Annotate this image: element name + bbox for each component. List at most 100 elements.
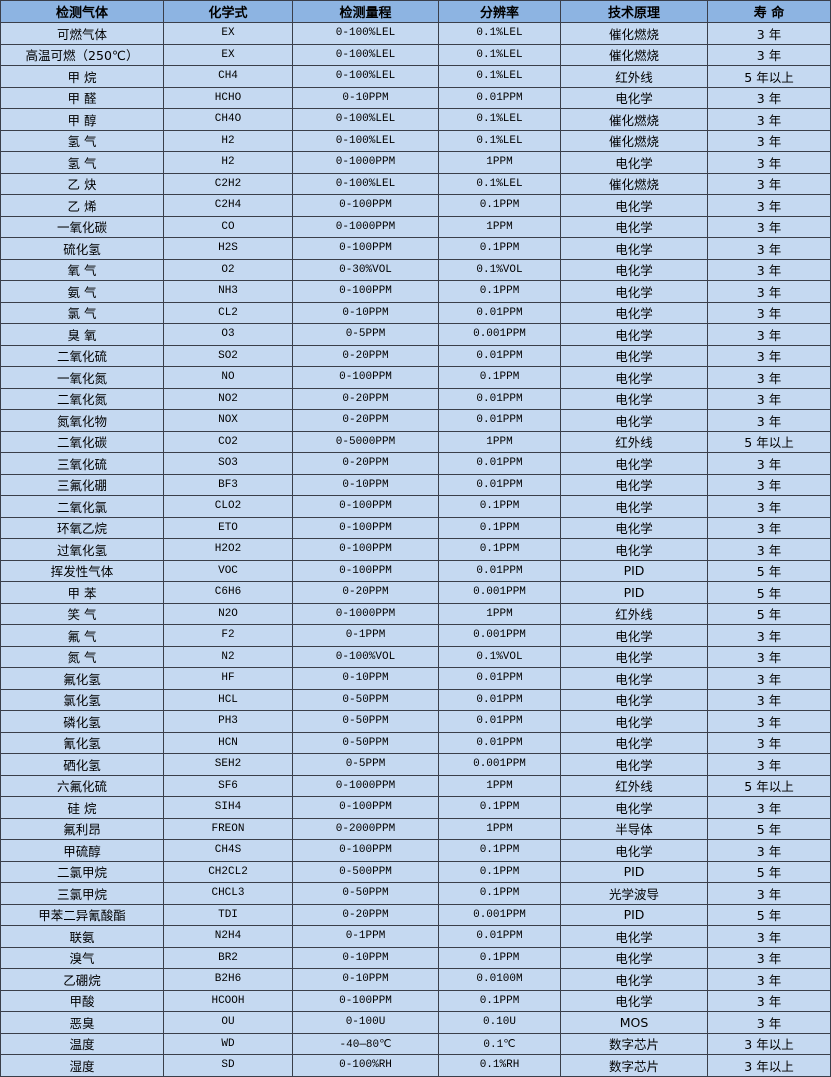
cell-gas-name: 甲硫醇: [0, 839, 164, 862]
table-row: 硅 烷 SIH4 0-100PPM 0.1PPM 电化学 3 年: [0, 796, 831, 819]
cell-gas-name: 乙 烯: [0, 194, 164, 217]
table-row: 氢 气 H2 0-100%LEL 0.1%LEL 催化燃烧 3 年: [0, 129, 831, 152]
cell-technical-principle: 电化学: [560, 194, 708, 217]
cell-chemical-formula: SO2: [163, 344, 293, 367]
table-row: 甲 醇 CH4O 0-100%LEL 0.1%LEL 催化燃烧 3 年: [0, 108, 831, 131]
cell-chemical-formula: N2O: [163, 602, 293, 625]
cell-gas-name: 温度: [0, 1032, 164, 1055]
cell-technical-principle: 电化学: [560, 323, 708, 346]
cell-technical-principle: 数字芯片: [560, 1032, 708, 1055]
cell-resolution: 0.001PPM: [438, 753, 561, 776]
cell-gas-name: 六氟化硫: [0, 774, 164, 797]
cell-resolution: 0.1%LEL: [438, 65, 561, 88]
cell-gas-name: 湿度: [0, 1054, 164, 1077]
cell-detection-range: 0-5PPM: [292, 323, 439, 346]
cell-chemical-formula: SO3: [163, 452, 293, 475]
cell-detection-range: 0-20PPM: [292, 387, 439, 410]
cell-chemical-formula: HCOOH: [163, 989, 293, 1012]
table-row: 臭 氧 O3 0-5PPM 0.001PPM 电化学 3 年: [0, 323, 831, 346]
cell-chemical-formula: NH3: [163, 280, 293, 303]
cell-detection-range: 0-5PPM: [292, 753, 439, 776]
cell-technical-principle: 光学波导: [560, 882, 708, 905]
cell-lifespan: 3 年: [707, 839, 831, 862]
cell-technical-principle: 电化学: [560, 710, 708, 733]
cell-chemical-formula: C6H6: [163, 581, 293, 604]
cell-technical-principle: PID: [560, 559, 708, 582]
table-row: 高温可燃（250℃） EX 0-100%LEL 0.1%LEL 催化燃烧 3 年: [0, 43, 831, 66]
cell-lifespan: 3 年: [707, 22, 831, 45]
cell-lifespan: 3 年: [707, 495, 831, 518]
cell-detection-range: 0-2000PPM: [292, 817, 439, 840]
cell-chemical-formula: H2S: [163, 237, 293, 260]
cell-resolution: 0.01PPM: [438, 667, 561, 690]
cell-detection-range: 0-10PPM: [292, 968, 439, 991]
cell-resolution: 0.1PPM: [438, 538, 561, 561]
cell-detection-range: 0-100PPM: [292, 366, 439, 389]
table-row: 氟利昂 FREON 0-2000PPM 1PPM 半导体 5 年: [0, 817, 831, 840]
table-row: 三氯甲烷 CHCL3 0-50PPM 0.1PPM 光学波导 3 年: [0, 882, 831, 905]
cell-technical-principle: 电化学: [560, 409, 708, 432]
cell-resolution: 0.01PPM: [438, 731, 561, 754]
cell-technical-principle: MOS: [560, 1011, 708, 1034]
table-row: 硒化氢 SEH2 0-5PPM 0.001PPM 电化学 3 年: [0, 753, 831, 776]
cell-chemical-formula: EX: [163, 22, 293, 45]
cell-detection-range: 0-50PPM: [292, 688, 439, 711]
header-detection-range: 检测量程: [292, 0, 439, 23]
cell-gas-name: 氟 气: [0, 624, 164, 647]
cell-resolution: 0.1PPM: [438, 860, 561, 883]
cell-gas-name: 甲苯二异氰酸酯: [0, 903, 164, 926]
cell-chemical-formula: VOC: [163, 559, 293, 582]
cell-detection-range: 0-10PPM: [292, 86, 439, 109]
cell-gas-name: 硒化氢: [0, 753, 164, 776]
cell-chemical-formula: ETO: [163, 516, 293, 539]
cell-detection-range: 0-100%LEL: [292, 129, 439, 152]
cell-lifespan: 5 年: [707, 903, 831, 926]
cell-detection-range: 0-100PPM: [292, 194, 439, 217]
cell-technical-principle: 电化学: [560, 989, 708, 1012]
cell-lifespan: 3 年: [707, 753, 831, 776]
cell-technical-principle: 电化学: [560, 280, 708, 303]
cell-gas-name: 乙硼烷: [0, 968, 164, 991]
cell-resolution: 0.1PPM: [438, 366, 561, 389]
cell-technical-principle: 电化学: [560, 258, 708, 281]
cell-lifespan: 3 年: [707, 946, 831, 969]
cell-lifespan: 3 年: [707, 194, 831, 217]
cell-resolution: 0.001PPM: [438, 903, 561, 926]
cell-gas-name: 三氯甲烷: [0, 882, 164, 905]
cell-gas-name: 二氧化氮: [0, 387, 164, 410]
cell-detection-range: 0-1PPM: [292, 624, 439, 647]
table-row: 笑 气 N2O 0-1000PPM 1PPM 红外线 5 年: [0, 602, 831, 625]
table-row: 氢 气 H2 0-1000PPM 1PPM 电化学 3 年: [0, 151, 831, 174]
table-row: 二氧化硫 SO2 0-20PPM 0.01PPM 电化学 3 年: [0, 344, 831, 367]
cell-detection-range: 0-1000PPM: [292, 774, 439, 797]
cell-detection-range: 0-10PPM: [292, 667, 439, 690]
cell-technical-principle: 电化学: [560, 688, 708, 711]
cell-gas-name: 二氯甲烷: [0, 860, 164, 883]
table-row: 氯化氢 HCL 0-50PPM 0.01PPM 电化学 3 年: [0, 688, 831, 711]
table-row: 可燃气体 EX 0-100%LEL 0.1%LEL 催化燃烧 3 年: [0, 22, 831, 45]
table-row: 联氨 N2H4 0-1PPM 0.01PPM 电化学 3 年: [0, 925, 831, 948]
cell-detection-range: 0-1000PPM: [292, 151, 439, 174]
cell-gas-name: 氯化氢: [0, 688, 164, 711]
header-technical-principle: 技术原理: [560, 0, 708, 23]
cell-gas-name: 甲 醇: [0, 108, 164, 131]
cell-technical-principle: 数字芯片: [560, 1054, 708, 1077]
cell-lifespan: 3 年: [707, 172, 831, 195]
cell-technical-principle: 电化学: [560, 796, 708, 819]
cell-resolution: 0.01PPM: [438, 409, 561, 432]
cell-lifespan: 5 年以上: [707, 65, 831, 88]
cell-resolution: 0.01PPM: [438, 387, 561, 410]
cell-detection-range: 0-5000PPM: [292, 430, 439, 453]
cell-lifespan: 3 年: [707, 108, 831, 131]
cell-chemical-formula: FREON: [163, 817, 293, 840]
cell-technical-principle: 电化学: [560, 645, 708, 668]
cell-chemical-formula: H2: [163, 129, 293, 152]
cell-chemical-formula: SIH4: [163, 796, 293, 819]
table-row: 氟 气 F2 0-1PPM 0.001PPM 电化学 3 年: [0, 624, 831, 647]
cell-resolution: 0.1PPM: [438, 194, 561, 217]
cell-detection-range: 0-50PPM: [292, 710, 439, 733]
cell-technical-principle: 催化燃烧: [560, 43, 708, 66]
cell-lifespan: 3 年: [707, 301, 831, 324]
cell-detection-range: 0-100U: [292, 1011, 439, 1034]
